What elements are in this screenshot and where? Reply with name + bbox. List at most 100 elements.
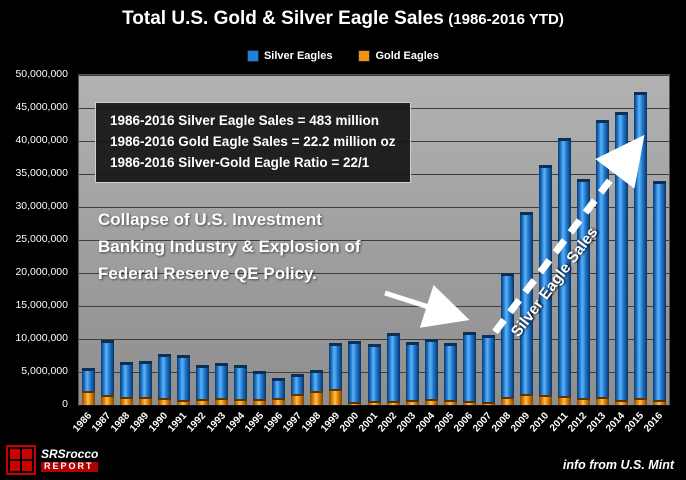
gridline	[79, 306, 669, 307]
y-tick-label: 30,000,000	[15, 200, 68, 212]
silver-eagles-bar-2003	[405, 341, 419, 405]
x-tick-label-1993: 1993	[204, 410, 228, 435]
srsrocco-logo-text: SRSrocco REPORT	[41, 447, 99, 472]
chart-title-main: Total U.S. Gold & Silver Eagle Sales	[122, 8, 444, 29]
gold-eagles-swatch-icon	[358, 50, 371, 62]
stats-line-silver: 1986-2016 Silver Eagle Sales = 483 milli…	[110, 113, 380, 128]
gold-eagles-bar-2014	[614, 399, 628, 405]
gold-eagles-bar-2011	[557, 396, 571, 405]
x-tick-label-2001: 2001	[356, 410, 380, 435]
silver-eagles-bar-2015	[633, 91, 647, 405]
gold-eagles-bar-2013	[595, 397, 609, 405]
x-tick-label-1995: 1995	[242, 410, 266, 435]
x-tick-label-1989: 1989	[128, 410, 152, 435]
gold-eagles-bar-1999	[329, 389, 343, 405]
silver-eagles-bar-1999	[329, 342, 343, 405]
legend-item-gold-eagles: Gold Eagles	[358, 50, 439, 62]
silver-eagles-bar-1992	[196, 365, 210, 405]
silver-eagles-bar-2013	[595, 120, 609, 405]
silver-eagles-bar-2002	[386, 332, 400, 405]
x-tick-label-2005: 2005	[432, 410, 457, 435]
x-tick-label-2010: 2010	[528, 410, 552, 435]
x-tick-label-2006: 2006	[452, 410, 476, 435]
gridline	[79, 75, 669, 76]
gold-eagles-bar-1988	[120, 397, 134, 405]
silver-eagles-bar-2012	[576, 179, 590, 405]
gold-eagles-bar-2006	[462, 401, 476, 405]
x-tick-label-1991: 1991	[166, 410, 190, 435]
gold-eagles-bar-2010	[538, 394, 552, 405]
gold-eagles-bar-1991	[177, 399, 191, 405]
silver-eagles-bar-2004	[424, 338, 438, 405]
annotation-line-3: Federal Reserve QE Policy.	[98, 264, 317, 284]
silver-eagles-swatch-icon	[246, 50, 259, 62]
y-tick-label: 0	[62, 398, 68, 410]
x-tick-label-1996: 1996	[261, 410, 285, 435]
legend-label-gold-eagles: Gold Eagles	[375, 50, 440, 62]
legend: Silver Eagles Gold Eagles	[0, 50, 686, 62]
y-tick-label: 35,000,000	[15, 167, 68, 179]
gold-eagles-bar-1998	[310, 390, 324, 405]
gold-eagles-bar-2005	[443, 400, 457, 405]
silver-eagles-bar-1995	[253, 371, 267, 405]
gold-eagles-bar-2007	[481, 401, 495, 405]
gold-eagles-bar-2008	[500, 397, 514, 405]
x-tick-label-1986: 1986	[71, 410, 95, 435]
silver-eagles-bar-1989	[139, 361, 153, 405]
gold-eagles-bar-1990	[158, 398, 172, 405]
x-tick-label-2007: 2007	[471, 410, 495, 435]
y-tick-label: 10,000,000	[15, 332, 68, 344]
gold-eagles-bar-1987	[101, 394, 115, 405]
logo-subtitle: REPORT	[41, 461, 99, 472]
x-axis-labels: 1986 1987 1988 1989 1990 1991 1992 1993 1994 1995…	[71, 406, 668, 458]
silver-eagles-bar-2016	[652, 180, 666, 405]
x-tick-label-2002: 2002	[375, 410, 399, 435]
x-tick-label-2011: 2011	[547, 410, 571, 434]
y-tick-label: 45,000,000	[15, 101, 68, 113]
x-tick-label-2000: 2000	[337, 410, 361, 435]
legend-label-silver-eagles: Silver Eagles	[263, 50, 333, 62]
y-tick-label: 40,000,000	[15, 134, 68, 146]
silver-eagles-bar-1988	[120, 362, 134, 405]
gold-eagles-bar-2015	[633, 397, 647, 405]
y-tick-label: 15,000,000	[15, 299, 68, 311]
gold-eagles-bar-2001	[367, 400, 381, 405]
silver-eagles-bar-1987	[101, 339, 115, 405]
gridline	[79, 339, 669, 340]
gridline	[79, 207, 669, 208]
logo-name: SRSrocco	[41, 447, 99, 462]
annotation-line-2: Banking Industry & Explosion of	[98, 237, 361, 257]
gridline	[79, 240, 669, 241]
gold-eagles-bar-2004	[424, 399, 438, 405]
x-tick-label-1988: 1988	[109, 410, 133, 435]
x-tick-label-1999: 1999	[318, 410, 342, 435]
stats-line-ratio: 1986-2016 Silver-Gold Eagle Ratio = 22/1	[110, 154, 370, 170]
x-tick-label-1998: 1998	[299, 410, 323, 435]
chart-title: Total U.S. Gold & Silver Eagle Sales (19…	[0, 8, 686, 30]
x-tick-label-1990: 1990	[147, 410, 171, 435]
x-tick-label-1987: 1987	[90, 410, 114, 435]
x-tick-label-2013: 2013	[585, 410, 609, 435]
silver-eagles-bar-2006	[462, 331, 476, 405]
gold-eagles-bar-2009	[519, 393, 533, 405]
silver-eagles-bar-2014	[614, 111, 628, 405]
gold-eagles-bar-1997	[291, 394, 305, 405]
gold-eagles-bar-1989	[139, 397, 153, 405]
silver-eagles-bar-2000	[348, 341, 362, 405]
silver-eagles-bar-1993	[215, 363, 229, 405]
x-tick-label-2012: 2012	[566, 410, 590, 435]
gold-eagles-bar-1992	[196, 399, 210, 405]
x-tick-label-1992: 1992	[185, 410, 209, 435]
x-tick-label-1997: 1997	[280, 410, 304, 435]
gold-eagles-bar-2002	[386, 400, 400, 405]
silver-eagles-bar-1990	[158, 353, 172, 405]
y-tick-label: 25,000,000	[15, 233, 68, 245]
gold-eagles-bar-2016	[652, 399, 666, 405]
source-credit: info from U.S. Mint	[562, 458, 674, 472]
x-tick-label-2004: 2004	[413, 410, 438, 435]
x-tick-label-2009: 2009	[509, 410, 533, 435]
x-tick-label-2003: 2003	[394, 410, 418, 435]
x-tick-label-2008: 2008	[490, 410, 514, 435]
gold-eagles-bar-2003	[405, 399, 419, 405]
